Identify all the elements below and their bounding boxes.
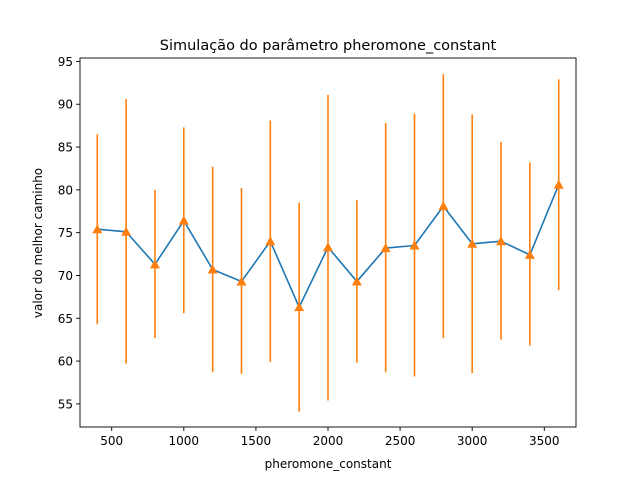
- plot-area: 500 1000 1500 2000 2500 3000 3500 55 60 65 70 75 80 8…: [58, 55, 577, 448]
- data-point-marker: [553, 179, 564, 189]
- y-tick-label: 90: [58, 98, 73, 112]
- data-point-marker: [380, 243, 391, 253]
- x-tick-label: 500: [100, 434, 123, 448]
- y-tick-label: 55: [58, 397, 73, 411]
- y-tick-label: 70: [58, 269, 73, 283]
- x-tick-label: 2000: [313, 434, 344, 448]
- data-point-marker: [294, 302, 305, 312]
- data-point-marker: [207, 264, 218, 274]
- y-tick-label: 85: [58, 141, 73, 155]
- x-axis-label: pheromone_constant: [265, 457, 392, 471]
- data-point-marker: [351, 276, 362, 286]
- data-point-marker: [467, 238, 478, 248]
- data-point-marker: [92, 224, 103, 234]
- data-point-marker: [524, 249, 535, 259]
- data-point-marker: [236, 276, 247, 286]
- data-point-marker: [323, 242, 333, 252]
- y-tick-label: 75: [58, 226, 73, 240]
- y-tick-label: 65: [58, 312, 73, 326]
- x-tick-label: 3000: [457, 434, 488, 448]
- x-tick-label: 1000: [169, 434, 200, 448]
- data-point-marker: [409, 240, 420, 250]
- data-point-marker: [496, 236, 507, 246]
- y-tick-label: 60: [58, 355, 73, 369]
- x-tick-label: 3500: [529, 434, 560, 448]
- data-point-marker: [438, 201, 449, 211]
- y-tick-label: 95: [58, 55, 73, 69]
- y-tick-label: 80: [58, 183, 73, 197]
- data-point-marker: [149, 259, 160, 269]
- x-tick-label: 1500: [241, 434, 272, 448]
- data-point-marker: [265, 236, 276, 246]
- x-tick-label: 2500: [385, 434, 416, 448]
- data-point-marker: [178, 215, 189, 225]
- y-axis-label: valor do melhor caminho: [31, 168, 45, 318]
- data-point-marker: [121, 226, 132, 236]
- chart-title: Simulação do parâmetro pheromone_constan…: [160, 38, 497, 54]
